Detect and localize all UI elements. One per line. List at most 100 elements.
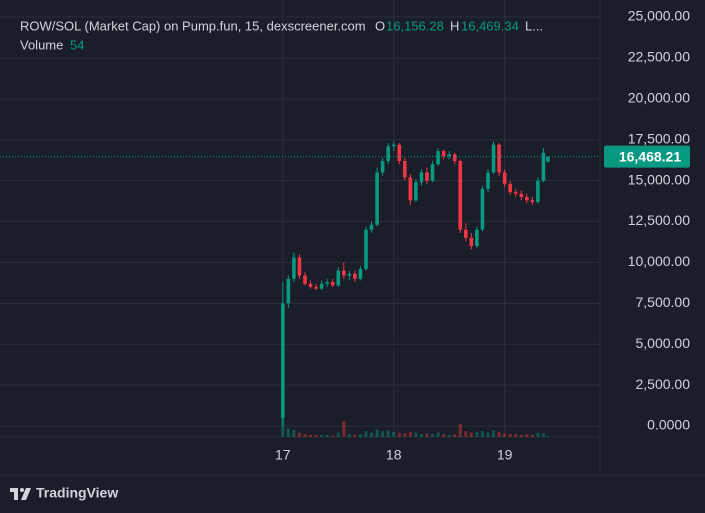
candle-body xyxy=(353,273,357,279)
candle-body xyxy=(386,146,390,161)
volume-bar xyxy=(325,434,329,437)
candle-body xyxy=(464,229,468,238)
candle-body xyxy=(414,182,418,201)
y-tick-label: 17,500.00 xyxy=(628,130,690,146)
candle-body xyxy=(319,283,324,289)
volume-bar xyxy=(458,423,462,437)
candle-body xyxy=(303,275,307,284)
candle-body xyxy=(281,303,285,418)
volume-bar xyxy=(497,431,501,437)
candle-body xyxy=(342,270,346,276)
high-label: H xyxy=(450,18,459,33)
candle-body xyxy=(347,273,352,276)
volume-value: 54 xyxy=(70,37,84,52)
volume-bar xyxy=(419,434,423,437)
candle-body xyxy=(297,257,302,276)
candle-body xyxy=(525,196,529,201)
candle-body xyxy=(419,172,424,183)
y-tick-label: 15,000.00 xyxy=(628,171,690,187)
volume-bar xyxy=(353,434,357,437)
candle-body xyxy=(536,180,540,202)
low-label: L... xyxy=(525,18,543,33)
volume-bar xyxy=(519,434,523,437)
volume-bar xyxy=(492,430,496,437)
volume-bar xyxy=(392,431,396,437)
candle-body xyxy=(513,192,518,194)
y-tick-label: 12,500.00 xyxy=(628,212,690,228)
candle-body xyxy=(430,164,435,181)
volume-bar xyxy=(431,434,435,437)
candle-body xyxy=(380,160,385,173)
volume-bar xyxy=(292,429,296,437)
volume-bar xyxy=(414,432,418,437)
volume-bar xyxy=(525,434,529,437)
candle-body xyxy=(469,237,474,247)
volume-bar xyxy=(442,434,446,437)
x-tick-label: 18 xyxy=(386,447,402,463)
candle-body xyxy=(530,200,535,202)
volume-bar xyxy=(480,431,484,437)
plot: 0.0000 2,500.00 5,000.00 7,500.00 10,000.00 1… xyxy=(0,0,690,463)
volume-bar xyxy=(336,432,340,437)
candle-body xyxy=(397,144,402,161)
candle-body xyxy=(519,193,524,197)
x-tick-label: 17 xyxy=(275,447,291,463)
brand: TradingView xyxy=(36,485,118,501)
volume-bar xyxy=(364,431,368,437)
candle-body xyxy=(452,154,457,161)
candle-body xyxy=(425,172,429,181)
candle-body xyxy=(480,188,485,230)
volume-bar xyxy=(303,434,307,437)
candle-body xyxy=(358,268,363,279)
y-tick-label: 25,000.00 xyxy=(628,8,690,24)
candle-body xyxy=(325,282,329,284)
candle-body xyxy=(391,144,396,147)
candle-body xyxy=(408,177,413,201)
open-value: 16,156.28 xyxy=(386,18,444,33)
volume-bar xyxy=(530,434,534,437)
volume-bar xyxy=(320,435,324,437)
candle-body xyxy=(541,152,546,181)
volume-bar xyxy=(370,432,374,437)
volume-bar xyxy=(358,434,362,437)
volume-label: Volume xyxy=(20,37,63,52)
volume-bar xyxy=(331,435,335,437)
volume-bar xyxy=(514,434,518,437)
volume-bar xyxy=(486,432,490,437)
candle-body xyxy=(546,156,550,162)
candle-body xyxy=(502,172,507,184)
open-label: O xyxy=(375,18,385,33)
candle-body xyxy=(375,172,379,225)
volume-bar xyxy=(503,433,507,437)
high-value: 16,469.34 xyxy=(461,18,519,33)
candle-body xyxy=(508,183,512,193)
y-tick-label: 5,000.00 xyxy=(636,335,691,351)
candle-body xyxy=(286,278,291,304)
volume-bar xyxy=(297,432,301,437)
volume-bar xyxy=(314,434,318,437)
candle-body xyxy=(491,144,496,173)
volume-bar xyxy=(469,432,473,437)
volume-bar xyxy=(408,431,412,437)
candle-body xyxy=(441,151,446,157)
volume-bar xyxy=(381,431,385,437)
volume-bar xyxy=(425,433,429,437)
volume-bar xyxy=(386,430,390,437)
volume-bar xyxy=(375,429,379,437)
volume-bar xyxy=(508,434,512,437)
x-tick-label: 19 xyxy=(497,447,513,463)
volume-bar xyxy=(536,432,540,437)
volume-bar xyxy=(541,433,545,437)
candle-body xyxy=(436,151,440,165)
candle-body xyxy=(336,270,341,286)
candle-body xyxy=(330,282,335,286)
candle-body xyxy=(458,160,463,230)
volume-bar xyxy=(453,434,457,437)
volume-bar xyxy=(286,428,290,437)
volume-bar xyxy=(475,431,479,437)
y-tick-label: 2,500.00 xyxy=(636,376,691,392)
candle-body xyxy=(447,154,451,157)
